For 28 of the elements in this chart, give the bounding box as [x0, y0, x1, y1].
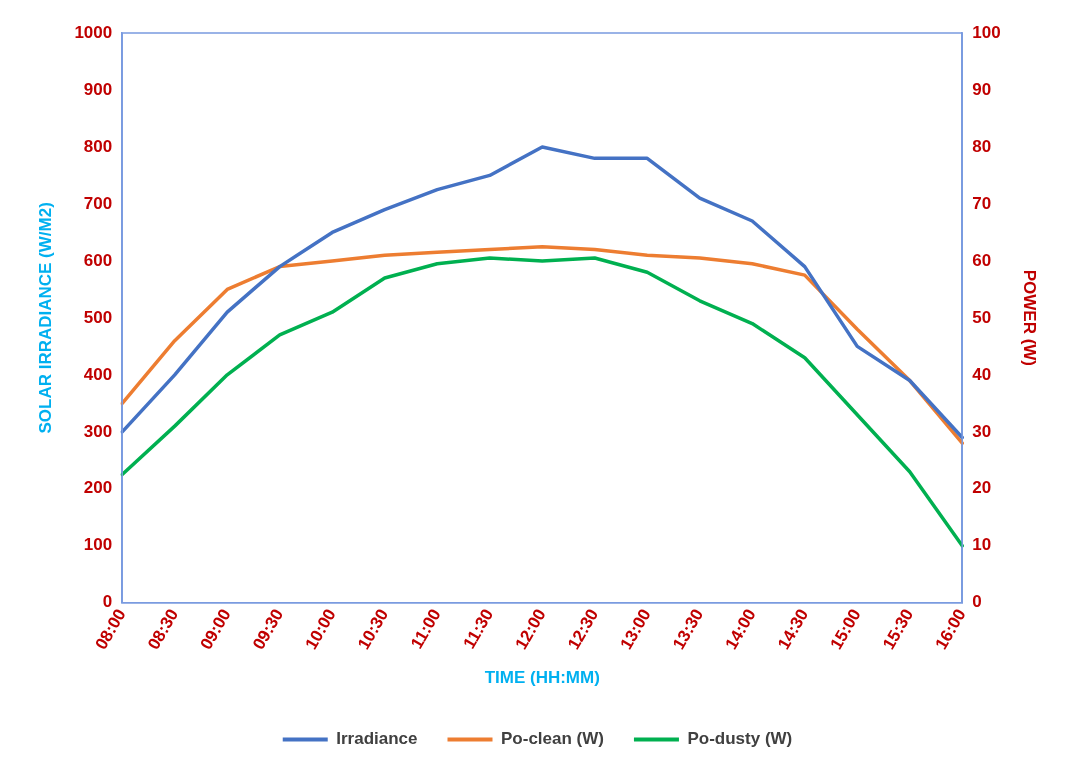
y-tick-label: 100: [83, 535, 113, 555]
y-tick-label: 300: [83, 421, 113, 441]
y2-tick-label: 80: [972, 136, 992, 156]
y2-tick-label: 50: [972, 307, 992, 327]
x-axis-title: TIME (HH:MM): [484, 668, 600, 688]
y-tick-label: 900: [83, 79, 113, 99]
y2-tick-label: 30: [972, 421, 992, 441]
y2-tick-label: 70: [972, 193, 992, 213]
y2-tick-label: 20: [972, 478, 992, 498]
y-tick-label: 600: [83, 250, 113, 270]
y-tick-label: 1000: [74, 22, 113, 42]
y2-tick-label: 90: [972, 79, 992, 99]
y-tick-label: 700: [83, 193, 113, 213]
y2-tick-label: 0: [972, 592, 982, 612]
y-tick-label: 200: [83, 478, 113, 498]
y-tick-label: 800: [83, 136, 113, 156]
y2-axis-title: POWER (W): [1020, 269, 1040, 367]
y-tick-label: 400: [83, 364, 113, 384]
y-axis-title: SOLAR IRRADIANCE (W/M2): [35, 202, 55, 434]
y2-tick-label: 60: [972, 250, 992, 270]
y-tick-label: 500: [83, 307, 113, 327]
y-tick-label: 0: [102, 592, 113, 612]
legend-label: Irradiance: [336, 729, 418, 749]
y2-tick-label: 10: [972, 535, 992, 555]
legend-label: Po-clean (W): [501, 729, 604, 749]
y2-tick-label: 100: [972, 22, 1001, 42]
legend-label: Po-dusty (W): [687, 729, 793, 749]
y2-tick-label: 40: [972, 364, 992, 384]
